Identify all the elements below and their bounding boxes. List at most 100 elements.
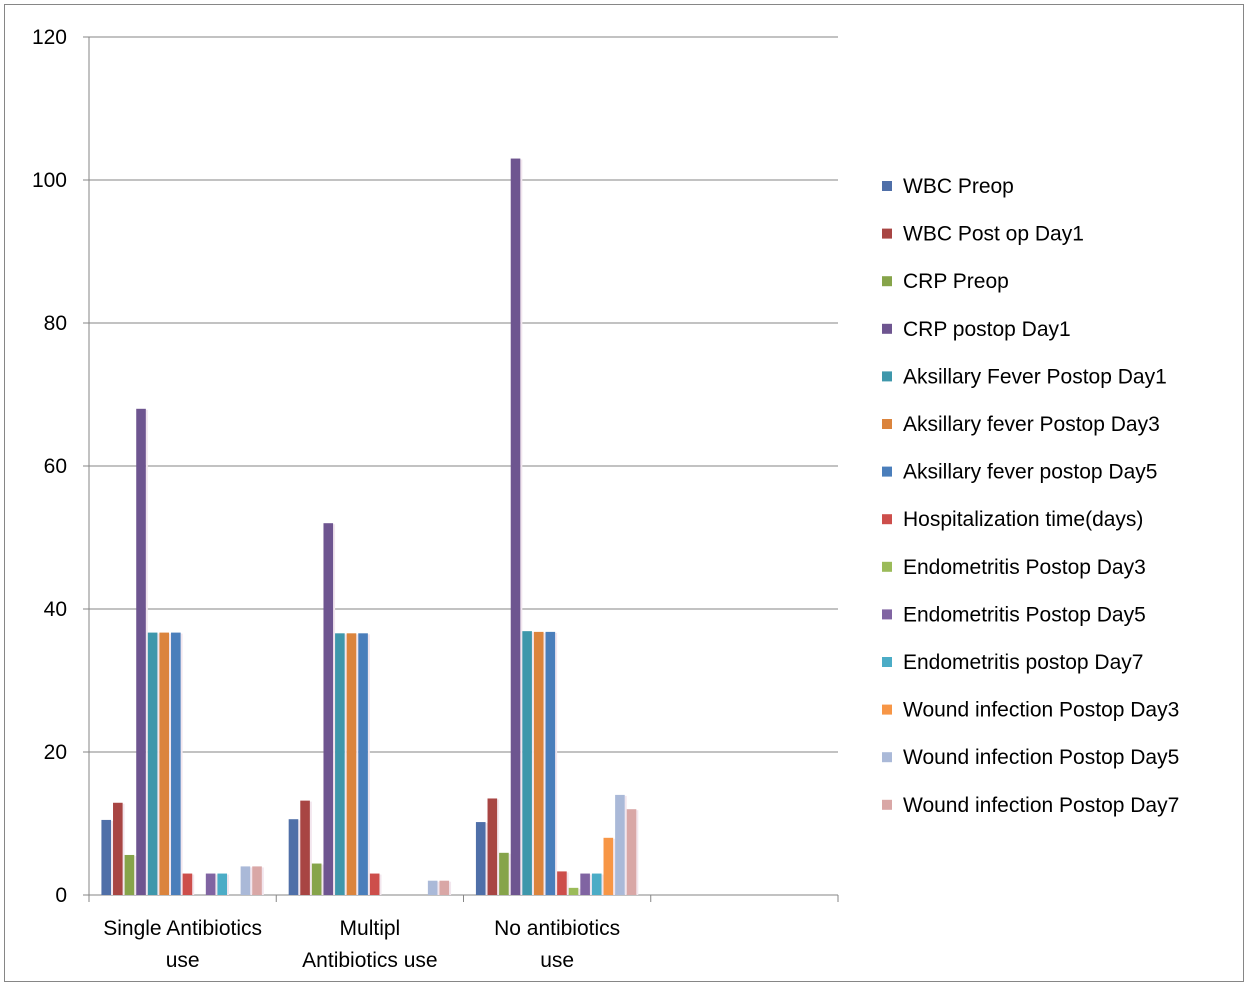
bar-shadow (309, 801, 312, 895)
bar-shadow (589, 874, 592, 895)
bar (205, 873, 216, 895)
y-tick-label: 100 (32, 169, 67, 192)
bar-shadow (485, 823, 488, 895)
legend-label: Aksillary Fever Postop Day1 (903, 365, 1167, 388)
bar-shadow (298, 820, 301, 895)
legend-swatch (882, 752, 892, 763)
bar-shadow (111, 820, 114, 895)
bar (369, 873, 380, 895)
y-tick-label: 120 (32, 26, 67, 49)
bar (147, 632, 158, 895)
bar-shadow (333, 524, 336, 895)
bar (568, 887, 579, 895)
legend-label: Endometritis postop Day7 (903, 651, 1143, 674)
bar (358, 633, 368, 895)
legend-label: Wound infection Postop Day3 (903, 699, 1179, 722)
legend-label: CRP Preop (903, 270, 1009, 293)
legend-swatch (882, 561, 892, 572)
bar-shadow (636, 810, 639, 895)
bar (557, 871, 567, 895)
bar-shadow (543, 632, 546, 895)
legend-label: Hospitalization time(days) (903, 508, 1143, 531)
bar-shadow (520, 159, 523, 896)
bar (252, 866, 262, 895)
bar (335, 633, 345, 895)
bar (615, 794, 625, 895)
bar (159, 632, 170, 895)
bar (626, 809, 637, 895)
y-tick-label: 80 (44, 312, 67, 335)
bar (510, 158, 521, 896)
bar (323, 523, 334, 895)
legend-label: WBC Preop (903, 175, 1014, 198)
bar-shadow (134, 855, 137, 895)
legend-label: Aksillary fever Postop Day3 (903, 413, 1160, 436)
bar (439, 880, 450, 895)
bar-shadow (227, 874, 230, 895)
y-tick-label: 0 (55, 884, 67, 907)
bar-shadow (321, 864, 324, 895)
bar-shadow (601, 874, 604, 895)
bar (591, 873, 602, 895)
bar (300, 800, 310, 895)
bar-shadow (508, 853, 511, 895)
legend-swatch (882, 419, 892, 429)
bar-shadow (180, 633, 183, 895)
legend-swatch (882, 181, 892, 191)
y-tick-label: 20 (44, 741, 67, 764)
x-tick-label: use (540, 949, 574, 972)
bar (124, 854, 135, 895)
bar (171, 632, 181, 895)
bar-shadow (449, 881, 452, 895)
bar (603, 837, 614, 895)
bar (288, 819, 299, 895)
bar-shadow (531, 632, 534, 895)
bar (113, 802, 123, 895)
x-tick-label: Antibiotics use (302, 949, 437, 972)
legend-label: WBC Post op Day1 (903, 223, 1084, 246)
x-tick-label: Single Antibiotics (103, 917, 262, 940)
bar (311, 863, 322, 895)
legend-swatch (882, 704, 892, 715)
bar (475, 822, 486, 895)
legend-swatch (882, 323, 892, 334)
x-tick-label: No antibiotics (494, 917, 620, 940)
bar (533, 631, 544, 895)
bar (487, 798, 498, 895)
bar (182, 873, 193, 895)
legend-swatch (882, 276, 892, 287)
y-tick-label: 40 (44, 598, 67, 621)
bar (240, 866, 251, 895)
bar (545, 631, 556, 895)
bar (499, 852, 509, 895)
legend-label: Wound infection Postop Day7 (903, 794, 1179, 817)
bar-shadow (566, 872, 569, 895)
bar-shadow (192, 874, 195, 895)
bar-shadow (250, 867, 253, 895)
legend-swatch (882, 466, 892, 477)
x-tick-label: Multipl (340, 917, 401, 940)
bar-shadow (356, 634, 359, 895)
bar-shadow (578, 888, 581, 895)
legend-label: Aksillary fever postop Day5 (903, 461, 1157, 484)
x-tick-label: use (166, 949, 200, 972)
bar-shadow (261, 867, 264, 895)
bar (427, 880, 438, 895)
bar-shadow (437, 881, 440, 895)
bar (217, 873, 228, 895)
bar-shadow (379, 874, 382, 895)
legend-label: Wound infection Postop Day5 (903, 746, 1179, 769)
legend-swatch (882, 514, 892, 525)
legend-label: CRP postop Day1 (903, 318, 1071, 341)
legend: WBC Preop WBC Post op Day1 CRP Preop CRP po… (882, 175, 1179, 817)
legend-swatch (882, 657, 892, 667)
bar (101, 819, 112, 895)
bar-shadow (613, 838, 616, 895)
legend-swatch (882, 799, 892, 810)
bar-shadow (215, 874, 218, 895)
bar-shadow (157, 633, 160, 895)
bar (580, 873, 590, 895)
bar-shadow (169, 633, 172, 895)
bar (136, 408, 146, 895)
